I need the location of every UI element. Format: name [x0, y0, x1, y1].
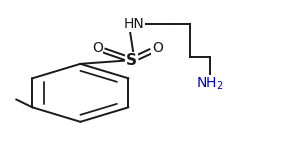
Text: O: O — [152, 41, 163, 55]
Text: HN: HN — [124, 17, 145, 32]
Text: S: S — [126, 53, 137, 68]
Text: NH$_2$: NH$_2$ — [196, 76, 224, 92]
Text: O: O — [92, 41, 103, 55]
